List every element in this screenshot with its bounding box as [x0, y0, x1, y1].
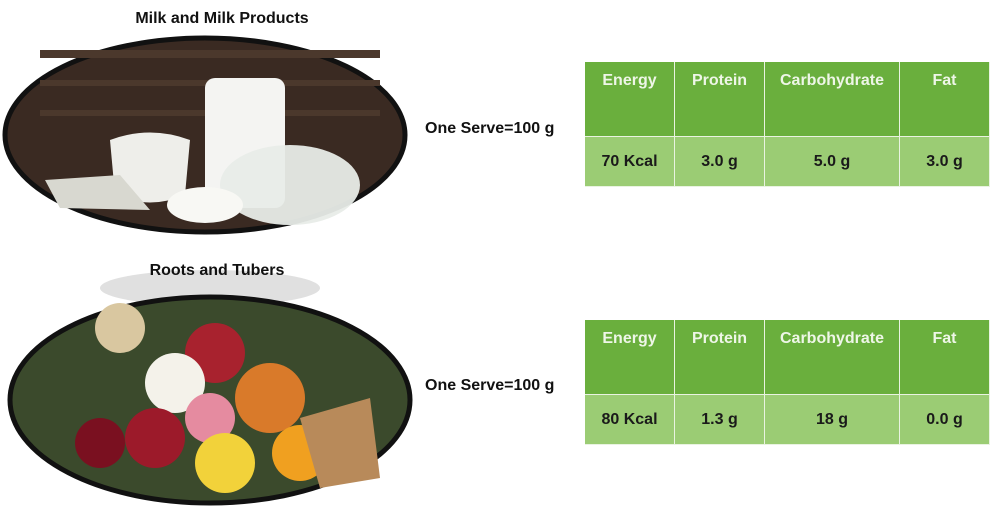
data-cell: 1.3 g [675, 395, 765, 445]
data-cell: 0.0 g [900, 395, 990, 445]
header-cell: Protein [675, 62, 765, 137]
nutrition-table: Energy Protein Carbohydrate Fat 80 Kcal 1.3 g… [585, 320, 990, 445]
section-title: Roots and Tubers [149, 262, 285, 279]
serving-label: One Serve=100 g [425, 377, 555, 394]
data-cell: 18 g [765, 395, 900, 445]
header-cell: Protein [675, 320, 765, 395]
serving-label: One Serve=100 g [425, 120, 555, 137]
roots-image [7, 270, 413, 506]
data-cell: 70 Kcal [585, 137, 675, 187]
header-cell: Energy [585, 320, 675, 395]
header-cell: Fat [900, 62, 990, 137]
section-title: Milk and Milk Products [135, 10, 309, 27]
header-cell: Fat [900, 320, 990, 395]
data-cell: 5.0 g [765, 137, 900, 187]
header-cell: Energy [585, 62, 675, 137]
data-cell: 80 Kcal [585, 395, 675, 445]
header-cell: Carbohydrate [765, 320, 900, 395]
data-cell: 3.0 g [900, 137, 990, 187]
milk-image [2, 35, 408, 235]
data-cell: 3.0 g [675, 137, 765, 187]
nutrition-table: Energy Protein Carbohydrate Fat 70 Kcal 3.0 g… [585, 62, 990, 187]
header-cell: Carbohydrate [765, 62, 900, 137]
